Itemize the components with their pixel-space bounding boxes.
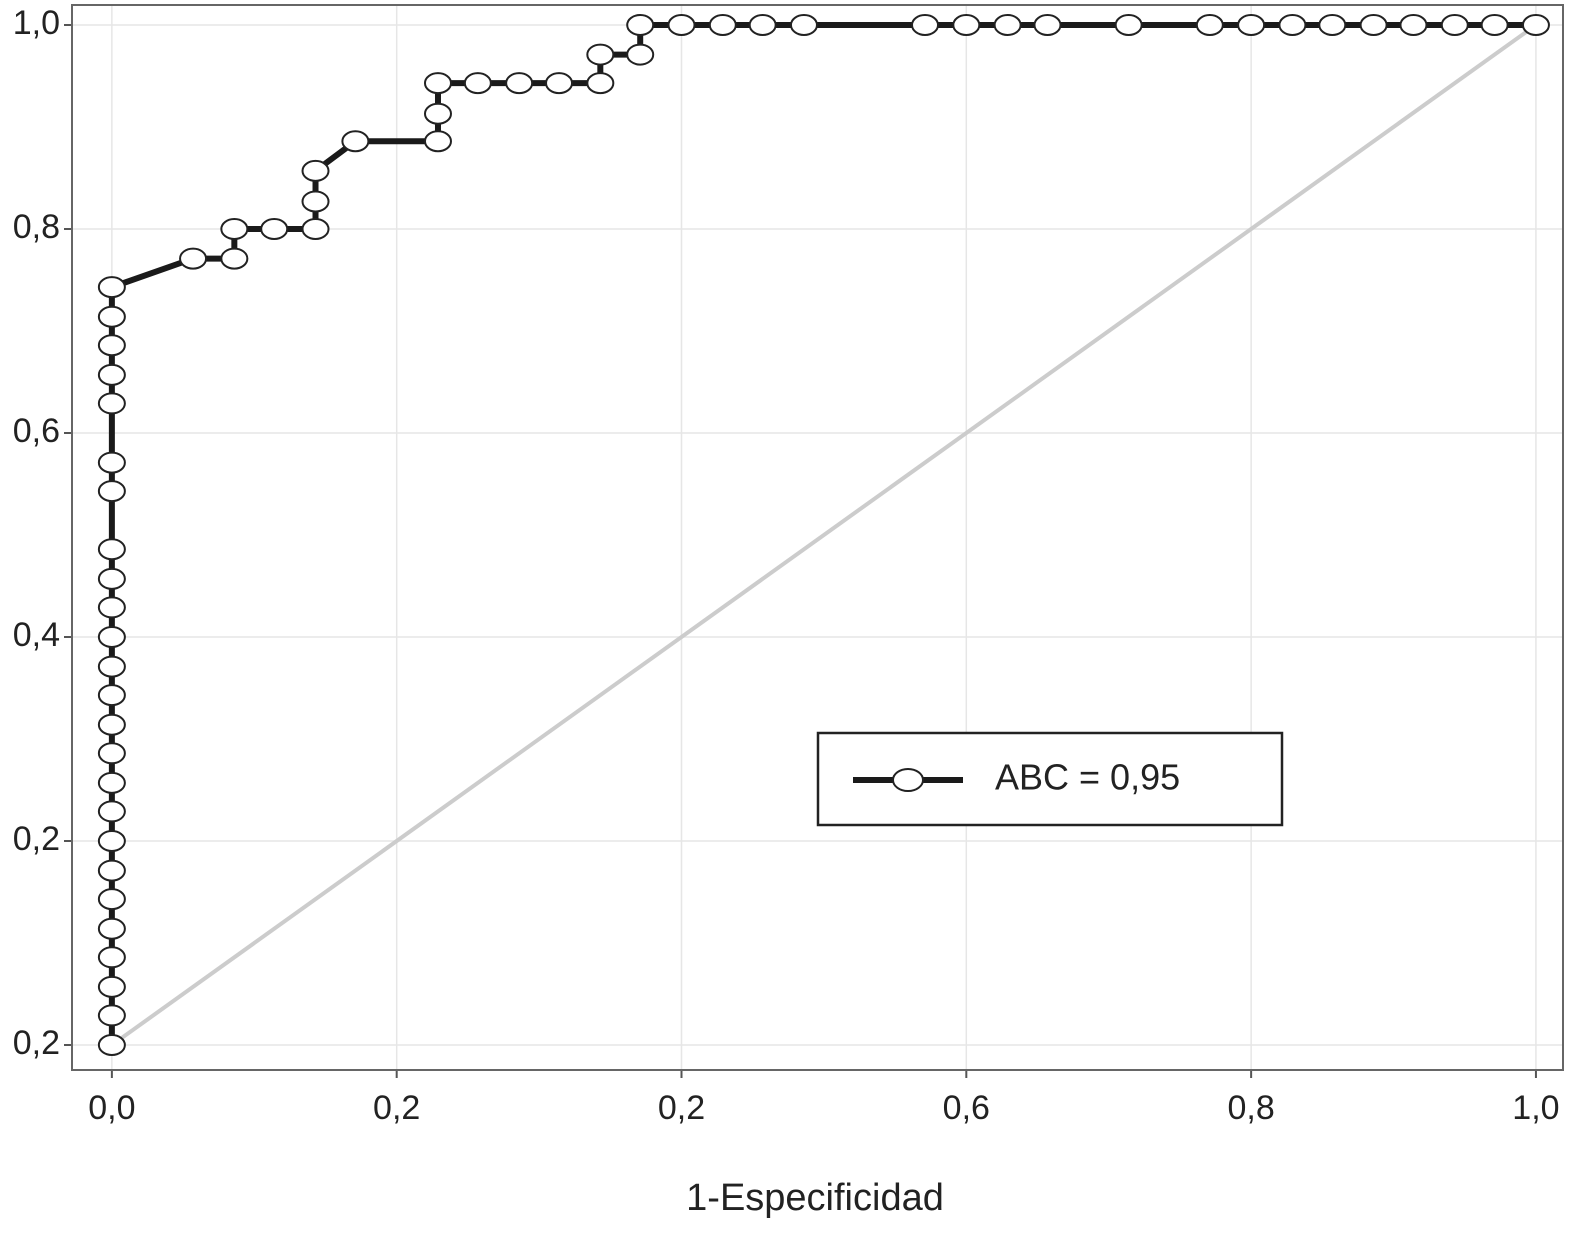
point [97,975,126,998]
point [97,567,126,590]
point [586,72,615,95]
point [463,72,492,95]
point [1318,13,1347,36]
point [301,159,330,182]
point [97,480,126,503]
x-tick-label: 0,2 [373,1089,420,1127]
point [97,684,126,707]
y-tick-label: 0,8 [13,208,60,246]
point [179,247,208,270]
point [423,130,452,153]
y-tick-label: 0,2 [13,820,60,858]
x-tick-label: 1,0 [1512,1089,1559,1127]
point [1195,13,1224,36]
y-tick-label: 1,0 [13,4,60,42]
point [97,392,126,415]
point [220,217,249,240]
legend-box [816,731,1284,827]
point [97,1034,126,1057]
point [97,1004,126,1027]
legend-label: ABC = 0,95 [995,757,1180,798]
point [97,655,126,678]
point [97,596,126,619]
point [789,13,818,36]
legend-marker [892,768,924,792]
point [423,72,452,95]
reference-line [110,23,1538,1047]
point [626,13,655,36]
point [505,72,534,95]
point [97,334,126,357]
point [97,800,126,823]
x-tick-label: 0,6 [943,1089,990,1127]
point [301,217,330,240]
point [97,276,126,299]
point [911,13,940,36]
x-axis-label: 1-Especificidad [686,1177,944,1219]
point [97,917,126,940]
point [97,946,126,969]
y-tick-label: 0,4 [13,616,60,654]
point [97,771,126,794]
point [1480,13,1509,36]
point [1399,13,1428,36]
point [97,859,126,882]
point [748,13,777,36]
point [708,13,737,36]
point [993,13,1022,36]
point [423,102,452,125]
point [1359,13,1388,36]
point [220,247,249,270]
point [97,713,126,736]
y-tick-label: 0,6 [13,412,60,450]
point [97,538,126,561]
point [97,363,126,386]
point [97,305,126,328]
point [667,13,696,36]
point [1114,13,1143,36]
point [626,43,655,66]
point [97,451,126,474]
point [586,43,615,66]
point [97,742,126,765]
x-tick-label: 0,8 [1227,1089,1274,1127]
x-tick-label: 0,2 [658,1089,705,1127]
point [545,72,574,95]
plot-frame [71,4,1564,1071]
point [1440,13,1469,36]
point [260,217,289,240]
point [97,830,126,853]
point [1237,13,1266,36]
point [97,626,126,649]
point [301,190,330,213]
point [97,888,126,911]
point [1033,13,1062,36]
point [341,130,370,153]
point [1521,13,1550,36]
point [1278,13,1307,36]
point [952,13,981,36]
y-tick-label: 0,2 [13,1024,60,1062]
x-tick-label: 0,0 [88,1089,135,1127]
